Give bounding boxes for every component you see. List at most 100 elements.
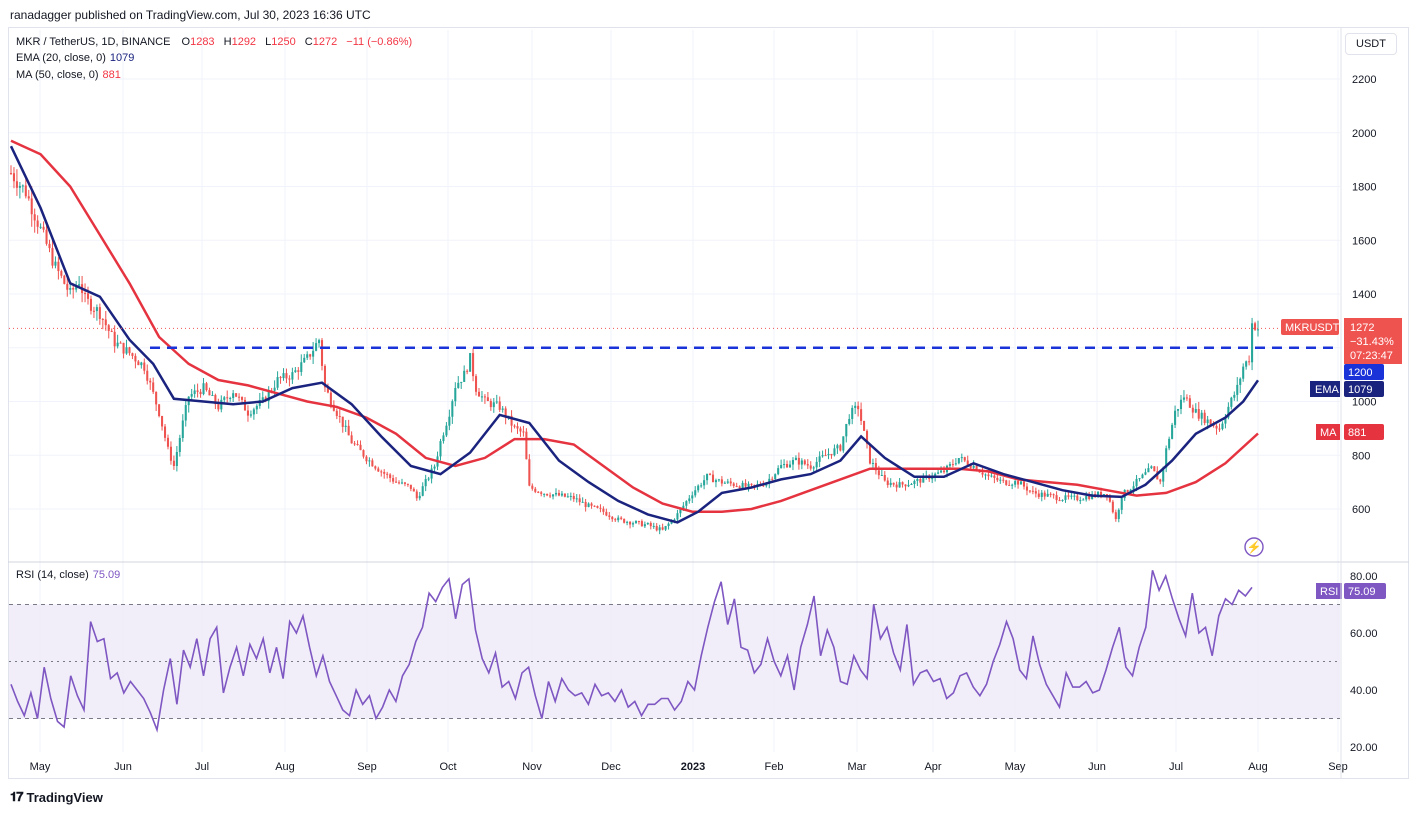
candle-body [166, 437, 170, 447]
candle-body [569, 495, 572, 497]
candle-body [679, 509, 682, 514]
candle-body [708, 473, 712, 475]
candle-body [498, 401, 501, 410]
candle-body [587, 503, 590, 508]
candle-body [486, 397, 489, 402]
candle-body [297, 370, 300, 372]
candle-body [1132, 486, 1135, 490]
candle-body [824, 455, 827, 457]
candle-body [69, 288, 72, 290]
candle-body [694, 490, 697, 496]
candle-body [261, 397, 264, 401]
candle-body [1174, 410, 1177, 425]
candle-body [113, 331, 116, 347]
candle-body [252, 409, 255, 415]
legend-l-label: L [265, 36, 272, 48]
candle-body [1034, 491, 1037, 494]
candle-body [1206, 419, 1209, 424]
candle-body [1114, 512, 1117, 520]
candle-body [282, 373, 285, 379]
candle-body [501, 408, 504, 410]
candle-body [66, 283, 69, 290]
candle-body [922, 475, 925, 483]
candle-body [987, 474, 990, 477]
x-tick-label: May [30, 761, 51, 773]
candle-body [433, 466, 436, 469]
tradingview-brand[interactable]: 𝟏𝟕 TradingView [10, 789, 103, 805]
x-tick-label: Jul [195, 761, 209, 773]
candle-body [975, 465, 978, 471]
candle-body [389, 474, 392, 479]
candle-body [98, 307, 101, 319]
candle-body [1185, 397, 1188, 399]
candle-body [1111, 501, 1114, 513]
candle-body [771, 478, 774, 480]
rsi-value-tag-bg [1344, 583, 1386, 599]
candle-body [1064, 495, 1067, 500]
candle-body [578, 498, 581, 503]
candle-body [350, 435, 353, 444]
candle-body [122, 342, 125, 354]
candle-body [777, 468, 780, 475]
candle-body [522, 431, 525, 433]
candle-body [1088, 495, 1091, 500]
candle-body [901, 482, 904, 485]
candle-body [60, 271, 63, 276]
candle-body [809, 465, 812, 469]
candle-body [848, 418, 851, 425]
candle-body [469, 353, 472, 372]
candle-body [243, 399, 247, 411]
candle-body [128, 347, 131, 354]
candle-body [134, 355, 137, 362]
candle-body [386, 473, 389, 475]
candle-body [101, 318, 104, 320]
candle-body [596, 506, 599, 508]
candle-body [232, 393, 235, 398]
candle-body [913, 480, 916, 485]
legend-o-label: O [181, 36, 191, 48]
candle-body [667, 523, 670, 527]
candle-body [1008, 484, 1011, 486]
candle-body [338, 415, 341, 417]
price-tag-bg [1344, 318, 1402, 364]
candle-body [397, 482, 401, 484]
indicator-lines [9, 139, 1340, 733]
candle-body [240, 397, 244, 400]
candle-body [27, 196, 30, 199]
candle-body [445, 425, 448, 436]
tradingview-logo-icon: 𝟏𝟕 [10, 789, 24, 804]
candle-body [685, 501, 688, 506]
lightning-event-icon[interactable] [1244, 537, 1264, 557]
legend-ema-row[interactable]: EMA (20, close, 0) 1079 [16, 52, 134, 64]
candle-body [546, 493, 549, 496]
legend-close: 1272 [312, 36, 338, 48]
candle-body [45, 229, 48, 244]
candle-body [208, 390, 211, 396]
candle-body [886, 480, 889, 485]
candle-body [1061, 499, 1064, 501]
legend-ma-row[interactable]: MA (50, close, 0) 881 [16, 69, 121, 81]
legend-symbol[interactable]: MKR / TetherUS, 1D, BINANCE [16, 36, 171, 48]
candle-body [688, 498, 691, 502]
candle-body [214, 394, 217, 405]
currency-button[interactable]: USDT [1345, 33, 1397, 55]
legend-high: 1292 [231, 36, 257, 48]
candle-body [104, 319, 107, 326]
candle-body [1215, 425, 1218, 429]
y-tick-label: 800 [1352, 450, 1370, 462]
candle-body [957, 458, 960, 464]
candle-body [309, 354, 312, 357]
legend-rsi-row[interactable]: RSI (14, close) 75.09 [16, 569, 120, 581]
candle-body [371, 460, 374, 467]
candle-body [682, 505, 685, 510]
legend-symbol-row: MKR / TetherUS, 1D, BINANCE O1283 H1292 … [16, 36, 412, 48]
level-tag: 1200 [1348, 367, 1372, 379]
axes: May Jun Jul Aug Sep Oct Nov Dec 2023 Feb Mar Apr May… [30, 74, 1378, 773]
candle-body [845, 424, 848, 437]
candle-body [706, 473, 709, 481]
ma-name-tag-bg [1316, 424, 1340, 440]
candle-body [634, 521, 638, 524]
candle-body [229, 397, 232, 399]
candle-body [24, 185, 27, 197]
